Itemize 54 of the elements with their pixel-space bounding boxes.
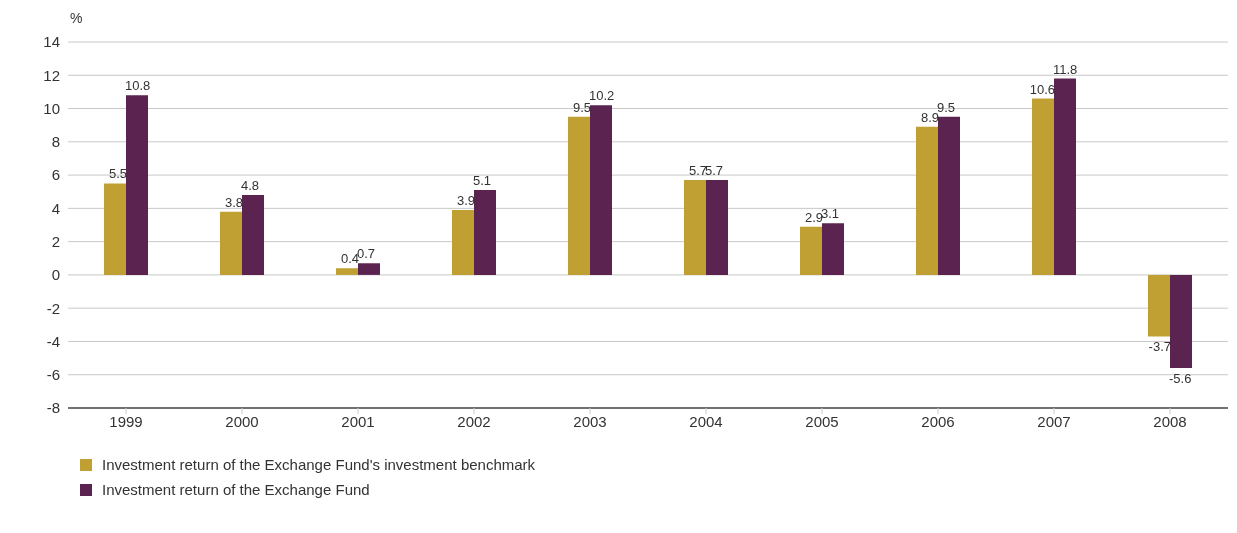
bar	[242, 195, 264, 275]
bar	[126, 95, 148, 275]
y-tick-label: 12	[43, 66, 60, 84]
bar	[938, 116, 960, 275]
bar	[568, 116, 590, 275]
x-tick-label: 2005	[805, 412, 839, 430]
data-label: 5.1	[473, 173, 492, 189]
x-tick-label: 2000	[225, 412, 259, 430]
y-tick-label: -8	[46, 399, 60, 417]
x-tick-label: 2007	[1037, 412, 1071, 430]
x-tick-label: 2001	[341, 412, 375, 430]
x-tick-label: 2004	[689, 412, 723, 430]
data-label: 4.8	[241, 178, 260, 194]
x-tick-label: 1999	[109, 412, 143, 430]
bar	[916, 126, 938, 275]
y-tick-label: -6	[46, 366, 60, 384]
data-label: 11.8	[1053, 61, 1078, 77]
bar	[1170, 274, 1192, 369]
x-tick-label: 2006	[921, 412, 955, 430]
data-label: 9.5	[937, 99, 956, 115]
y-axis-title: %	[70, 10, 83, 26]
y-tick-label: 14	[43, 33, 60, 51]
bar	[684, 180, 706, 275]
bar	[474, 190, 496, 275]
y-tick-label: 8	[51, 133, 60, 151]
data-label: 9.5	[572, 99, 591, 115]
y-tick-label: 2	[51, 232, 60, 250]
y-tick-label: -4	[46, 332, 60, 350]
y-tick-label: 6	[51, 166, 60, 184]
legend-label: Investment return of the Exchange Fund's investment benchmark	[102, 456, 536, 473]
y-tick-label: 0	[51, 266, 60, 284]
data-label: 10.8	[125, 78, 151, 94]
y-tick-label: 10	[43, 99, 60, 117]
bar	[1148, 274, 1170, 337]
x-tick-label: 2003	[573, 412, 607, 430]
bar	[800, 226, 822, 275]
bar	[452, 210, 474, 275]
y-tick-label: -2	[46, 299, 60, 317]
data-label: 8.9	[920, 109, 939, 125]
data-label: 10.2	[589, 88, 615, 104]
bar	[358, 263, 380, 275]
bar	[1032, 98, 1054, 275]
bar	[104, 183, 126, 275]
x-tick-label: 2002	[457, 412, 491, 430]
bar	[220, 211, 242, 275]
bar	[1054, 78, 1076, 275]
bar	[706, 180, 728, 275]
bar	[336, 268, 358, 275]
bar	[590, 105, 612, 275]
data-label: -5.6	[1169, 371, 1192, 387]
legend-label: Investment return of the Exchange Fund	[102, 481, 370, 498]
x-tick-label: 2008	[1153, 412, 1187, 430]
bar	[822, 223, 844, 275]
y-tick-label: 4	[51, 199, 60, 217]
